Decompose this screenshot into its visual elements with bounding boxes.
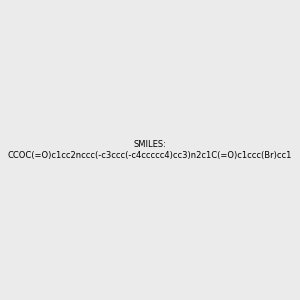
Text: SMILES:
CCOC(=O)c1cc2nccc(-c3ccc(-c4ccccc4)cc3)n2c1C(=O)c1ccc(Br)cc1: SMILES: CCOC(=O)c1cc2nccc(-c3ccc(-c4cccc… [8, 140, 292, 160]
